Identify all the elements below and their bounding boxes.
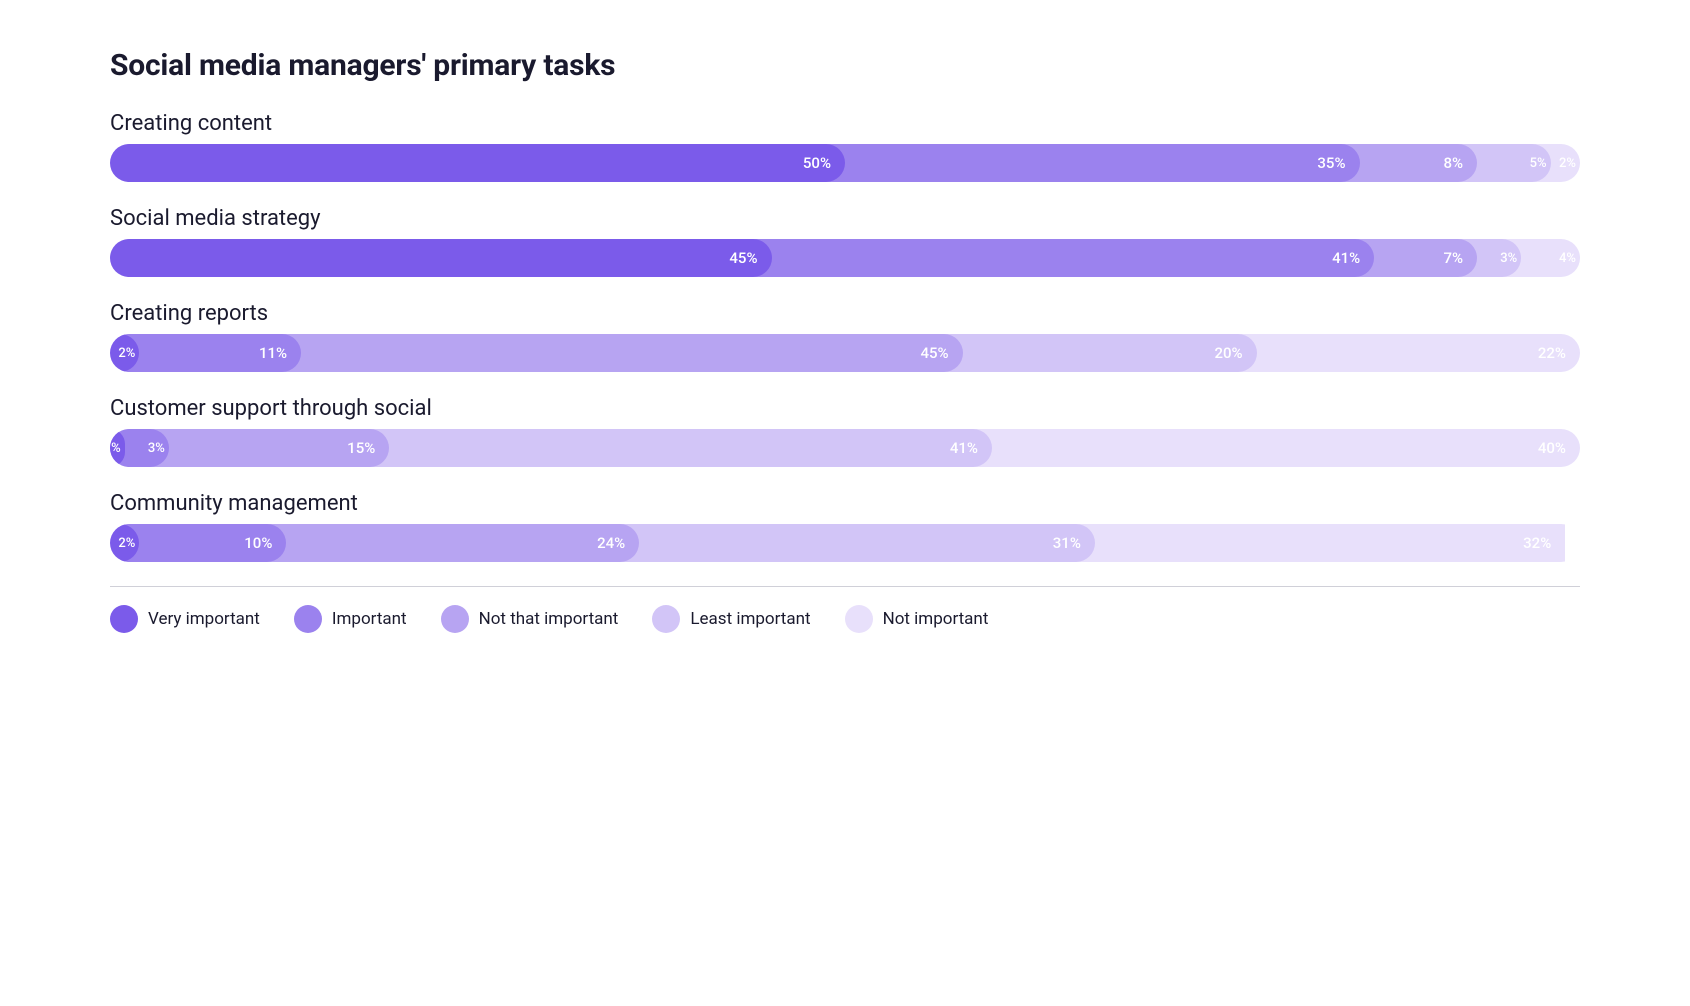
stacked-bar: 2% 10% 24% 31% 32% [110,524,1580,562]
stacked-bar: 45% 41% 7% 3% 4% [110,239,1580,277]
bar-segment-least_important: 41% [370,429,992,467]
segment-value: 31% [1053,534,1081,552]
bar-segment-important: 11% [120,334,301,372]
legend: Very important Important Not that importan… [110,605,1580,633]
segment-value: 2% [118,346,135,361]
legend-item: Not that important [441,605,619,633]
chart-rows: Creating content 50% 35% 8% 5% 2% Social media… [110,111,1580,562]
segment-value: 45% [920,344,948,362]
segment-value: 11% [259,344,287,362]
bar-segment-very_important: 45% [110,239,772,277]
chart-container: Social media managers' primary tasks Cre… [0,0,1690,1006]
segment-value: 41% [950,439,978,457]
legend-swatch [845,605,873,633]
legend-label: Important [332,609,407,629]
bar-segment-not_that_important: 8% [1341,144,1478,182]
segment-value: 3% [148,441,165,456]
bar-segment-important: 41% [753,239,1375,277]
segment-value: 35% [1317,154,1345,172]
legend-label: Very important [148,609,260,629]
bar-segment-not_that_important: 24% [267,524,639,562]
legend-item: Not important [845,605,989,633]
legend-swatch [441,605,469,633]
legend-label: Least important [690,609,810,629]
segment-value: 45% [729,249,757,267]
segment-value: 8% [1444,154,1464,172]
bar-segment-very_important: 50% [110,144,845,182]
row-label: Creating content [110,111,1580,136]
chart-row: Community management 2% 10% 24% 31% 32% [110,491,1580,562]
row-label: Social media strategy [110,206,1580,231]
segment-value: 41% [1332,249,1360,267]
legend-label: Not that important [479,609,619,629]
segment-value: 5% [1530,156,1547,171]
segment-value: 24% [597,534,625,552]
stacked-bar: 1% 3% 15% 41% 40% [110,429,1580,467]
row-label: Creating reports [110,301,1580,326]
legend-swatch [652,605,680,633]
chart-title: Social media managers' primary tasks [110,48,1580,83]
segment-value: 15% [347,439,375,457]
bar-segment-important: 10% [120,524,286,562]
segment-value: 3% [1500,251,1517,266]
legend-label: Not important [883,609,989,629]
segment-value: 10% [244,534,272,552]
bar-segment-not_that_important: 15% [150,429,390,467]
bar-segment-not_important: 40% [973,429,1580,467]
segment-value: 20% [1214,344,1242,362]
row-label: Customer support through social [110,396,1580,421]
bar-segment-important: 35% [826,144,1360,182]
legend-swatch [110,605,138,633]
chart-row: Social media strategy 45% 41% 7% 3% 4% [110,206,1580,277]
segment-value: 4% [1559,251,1576,266]
bar-segment-least_important: 31% [620,524,1095,562]
segment-value: 2% [1559,156,1576,171]
segment-value: 40% [1538,439,1566,457]
segment-value: 32% [1523,534,1551,552]
chart-row: Customer support through social 1% 3% 15% 41… [110,396,1580,467]
chart-row: Creating content 50% 35% 8% 5% 2% [110,111,1580,182]
legend-swatch [294,605,322,633]
legend-item: Least important [652,605,810,633]
legend-item: Very important [110,605,260,633]
legend-item: Important [294,605,407,633]
bar-segment-not_that_important: 45% [282,334,963,372]
bar-segment-not_important: 32% [1076,524,1565,562]
legend-divider [110,586,1580,587]
segment-value: 7% [1444,249,1464,267]
segment-value: 1% [110,441,121,456]
chart-row: Creating reports 2% 11% 45% 20% 22% [110,301,1580,372]
segment-value: 2% [118,536,135,551]
row-label: Community management [110,491,1580,516]
bar-segment-not_important: 22% [1238,334,1580,372]
stacked-bar: 50% 35% 8% 5% 2% [110,144,1580,182]
bar-segment-least_important: 20% [944,334,1257,372]
stacked-bar: 2% 11% 45% 20% 22% [110,334,1580,372]
segment-value: 22% [1538,344,1566,362]
segment-value: 50% [803,154,831,172]
